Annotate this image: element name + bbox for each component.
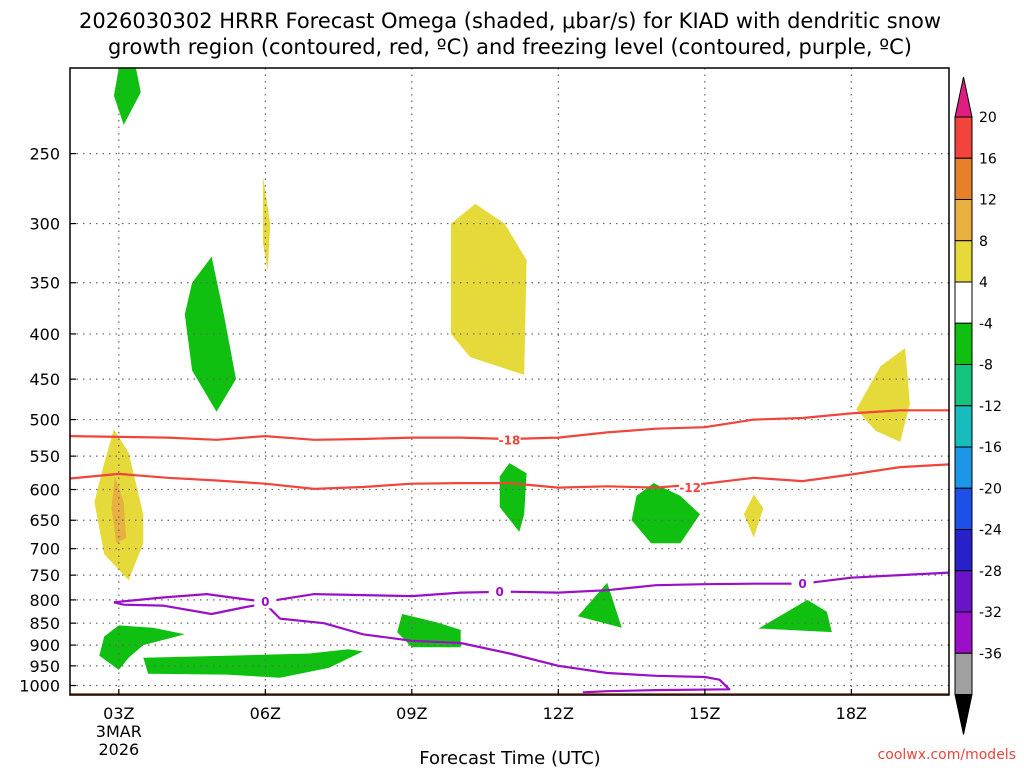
omega-region-yellow-2 (450, 203, 527, 375)
colorbar-tick-label: -8 (979, 358, 993, 374)
y-tick-label: 500 (29, 411, 60, 430)
date-label-year: 2026 (98, 740, 139, 759)
y-tick-label: 850 (29, 614, 60, 633)
y-tick-label: 700 (29, 540, 60, 559)
colorbar-tick-label: -32 (979, 605, 1002, 621)
omega-region-green-5 (499, 463, 527, 532)
y-tick-label: 450 (29, 370, 60, 389)
omega-region-yellow-3 (856, 348, 910, 442)
x-tick-label: 15Z (689, 704, 720, 723)
y-tick-label: 550 (29, 447, 60, 466)
y-tick-label: 600 (29, 481, 60, 500)
omega-region-yellow-1 (262, 176, 271, 272)
contour-red-minus-12 (70, 463, 949, 490)
y-tick-label: 350 (29, 274, 60, 293)
colorbar-tick-label: -24 (979, 523, 1002, 539)
x-tick-label: 06Z (250, 704, 281, 723)
colorbar-tick-label: -12 (979, 399, 1002, 415)
colorbar-tick-label: 12 (979, 193, 997, 209)
x-tick-label: 03Z (103, 704, 134, 723)
colorbar-box (954, 322, 973, 365)
x-tick-label: 12Z (543, 704, 574, 723)
y-tick-label: 900 (29, 636, 60, 655)
colorbar-tick-label: 4 (979, 275, 988, 291)
contour-label-bg (791, 576, 814, 591)
colorbar-tick-label: 16 (979, 151, 997, 167)
y-tick-label: 800 (29, 591, 60, 610)
omega-region-green-2 (99, 625, 185, 670)
credit-text: coolwx.com/models (878, 747, 1016, 763)
contour-red-minus-18 (70, 409, 949, 441)
contour-label-purple-zero: 0 (798, 577, 806, 591)
colorbar-box (954, 240, 973, 283)
omega-region-green-8 (758, 599, 832, 633)
y-tick-label: 1000 (19, 677, 60, 696)
omega-region-green-7 (631, 483, 700, 544)
y-tick-label: 250 (29, 145, 60, 164)
chart-title-line1: 2026030302 HRRR Forecast Omega (shaded, … (79, 9, 941, 33)
contour-label-purple-zero: 0 (261, 595, 269, 609)
colorbar-tick-label: -36 (979, 646, 1002, 662)
colorbar-tick-label: -16 (979, 440, 1002, 456)
x-axis-label: Forecast Time (UTC) (419, 748, 600, 768)
chart-title-line2: growth region (contoured, red, ºC) and f… (108, 35, 912, 59)
contour-label-purple-zero: 0 (496, 585, 504, 599)
contour-label-bg (498, 432, 521, 447)
colorbar-tick-label: -20 (979, 481, 1002, 497)
contour-purple-zero-lower (113, 601, 731, 694)
colorbar-box (954, 281, 973, 324)
colorbar-box (954, 364, 973, 407)
y-tick-label: 400 (29, 325, 60, 344)
contour-label-bg (679, 480, 702, 495)
omega-region-orange-0 (111, 476, 127, 544)
omega-region-green-1 (184, 256, 236, 412)
x-tick-label: 18Z (836, 704, 867, 723)
x-tick-label: 09Z (396, 704, 427, 723)
colorbar-box (954, 405, 973, 448)
grid (70, 68, 949, 695)
contour-label-bg (254, 594, 277, 609)
y-tick-label: 300 (29, 215, 60, 234)
colorbar: 20 16 12 8 4 -4 -8 -12 -16 -20 -24 -28 -32 -36 (954, 76, 1002, 735)
colorbar-box (954, 611, 973, 654)
colorbar-box (954, 529, 973, 572)
colorbar-box (954, 199, 973, 242)
colorbar-tick-label: -28 (979, 564, 1002, 580)
date-label-day: 3MAR (96, 722, 142, 741)
colorbar-bottom-arrow (954, 694, 973, 735)
omega-region-green-4 (397, 614, 461, 648)
colorbar-box (954, 157, 973, 200)
y-tick-label: 650 (29, 511, 60, 530)
colorbar-box (954, 446, 973, 489)
colorbar-box (954, 116, 973, 159)
colorbar-tick-label: -4 (979, 316, 993, 332)
colorbar-box (954, 487, 973, 530)
contour-label-bg (488, 584, 511, 599)
colorbar-tick-label: 20 (979, 110, 997, 126)
omega-region-green-0 (113, 68, 141, 125)
colorbar-tick-label: 8 (979, 234, 988, 250)
omega-region-green-6 (577, 582, 622, 628)
colorbar-box (954, 570, 973, 613)
axes: 250 300 350 400 450 500 550 600 650 700 750 800 850 9… (19, 145, 867, 759)
omega-region-green-3 (143, 649, 363, 678)
colorbar-box (954, 652, 973, 695)
contour-label-red-minus-18: -18 (499, 433, 521, 447)
omega-region-yellow-4 (743, 494, 764, 538)
y-tick-label: 950 (29, 657, 60, 676)
plot-frame (69, 67, 950, 696)
y-tick-label: 750 (29, 566, 60, 585)
contour-label-red-minus-12: -12 (679, 481, 701, 495)
